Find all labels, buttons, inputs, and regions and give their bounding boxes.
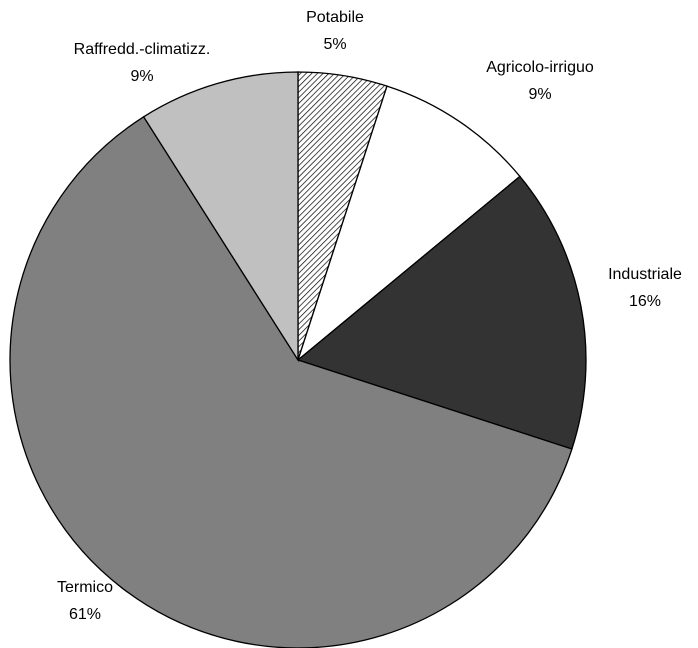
slice-label: Potabile	[306, 9, 364, 26]
slice-label: Industriale	[608, 266, 682, 283]
slice-value-label: 9%	[130, 68, 153, 85]
pie-slice	[142, 71, 299, 363]
pie-slice	[296, 175, 587, 450]
pie-slice	[9, 115, 573, 648]
slice-value-label: 61%	[69, 606, 101, 623]
slice-value-label: 9%	[528, 86, 551, 103]
slice-label: Agricolo-irriguo	[486, 59, 594, 76]
pie-slice	[296, 85, 521, 362]
slice-value-label: 5%	[323, 36, 346, 53]
slice-label: Raffredd.-climatizz.	[74, 41, 211, 58]
slice-value-label: 16%	[629, 293, 661, 310]
slice-label: Termico	[57, 579, 113, 596]
